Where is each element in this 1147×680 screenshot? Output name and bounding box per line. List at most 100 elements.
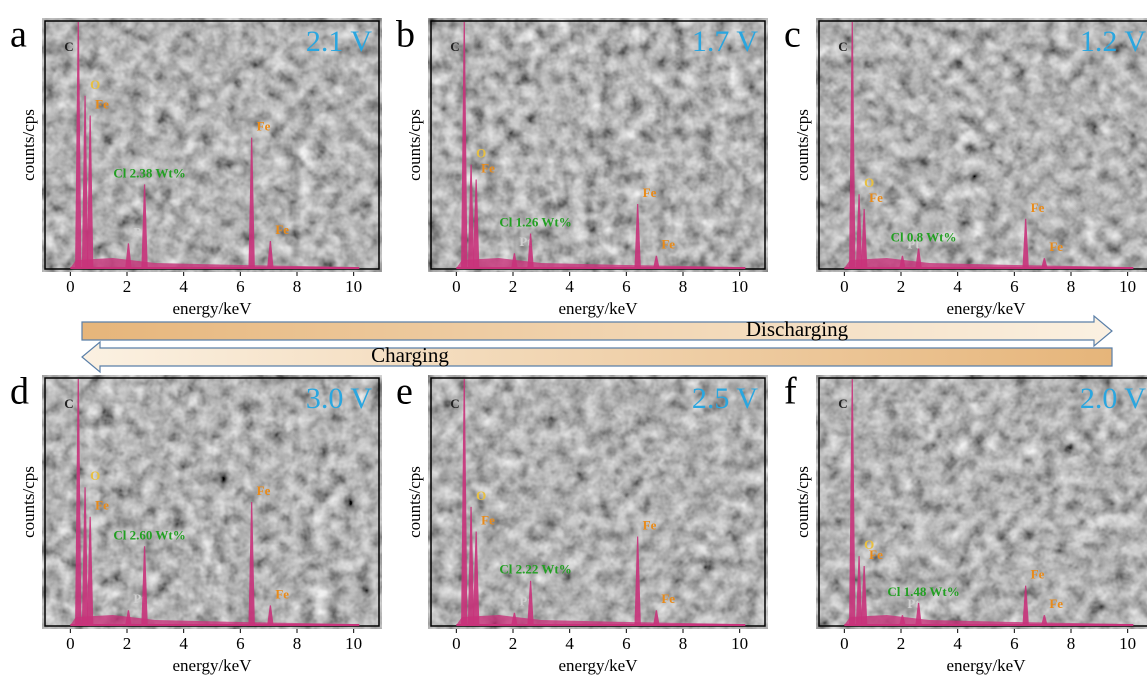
x-tick-label: 6 (236, 634, 245, 653)
peak-label: O (476, 146, 486, 161)
y-axis-label: counts/cps (793, 466, 812, 538)
spectrum-peak (81, 487, 89, 625)
spectrum-peak (467, 506, 475, 625)
spectrum-peak (1022, 585, 1029, 625)
spectrum-peak (248, 502, 255, 625)
x-tick-label: 8 (679, 277, 688, 296)
peak-label: Fe (257, 483, 271, 498)
discharging-label: Discharging (746, 317, 849, 341)
x-tick-label: 8 (1067, 634, 1076, 653)
spectrum-background (844, 615, 1128, 625)
spectrum-background (70, 258, 354, 268)
x-tick-label: 0 (66, 634, 75, 653)
spectrum-peak (75, 379, 82, 625)
discharging-arrow (81, 314, 1113, 348)
peak-label: Cl 1.26 Wt% (499, 215, 571, 230)
spectrum-peak (899, 615, 906, 625)
peak-label: C (838, 39, 847, 54)
spectrum-peak (86, 115, 94, 268)
x-tick-label: 4 (179, 634, 188, 653)
spectrum-peak (527, 233, 534, 268)
y-axis-label: counts/cps (793, 109, 812, 181)
x-tick-label: 6 (622, 634, 631, 653)
x-tick-label: 10 (1119, 634, 1136, 653)
peak-label: Fe (1049, 596, 1063, 611)
peak-label: Fe (275, 222, 289, 237)
panel-voltage: 1.2 V (1080, 25, 1146, 58)
peak-label: Cl 1.48 Wt% (887, 584, 959, 599)
x-tick-label: 2 (897, 277, 906, 296)
panel-voltage: 2.5 V (692, 382, 758, 415)
peak-label: O (864, 537, 874, 552)
x-tick-label: 0 (840, 277, 849, 296)
spectrum-background (844, 258, 1128, 268)
sem-image (42, 375, 382, 629)
x-axis-label: energy/keV (947, 656, 1027, 675)
x-tick-label: 10 (345, 277, 362, 296)
spectrum-peak (511, 612, 518, 625)
y-axis-label: counts/cps (405, 466, 424, 538)
peak-label: Fe (1031, 200, 1045, 215)
x-tick-label: 6 (1010, 634, 1019, 653)
panel-letter: a (10, 14, 27, 56)
spectrum-peak (860, 565, 868, 625)
peak-label: Fe (869, 547, 883, 562)
peak-label: Fe (95, 498, 109, 513)
peak-label: Fe (481, 513, 495, 528)
panel-voltage: 3.0 V (306, 382, 372, 415)
spectrum-peak (915, 248, 922, 268)
spectrum-background (456, 258, 740, 268)
panel-letter: d (10, 371, 29, 413)
x-tick-label: 8 (1067, 277, 1076, 296)
peak-label: O (476, 488, 486, 503)
peak-label: Fe (95, 96, 109, 111)
spectrum-peak (653, 610, 660, 625)
peak-label: C (450, 39, 459, 54)
peak-label: Fe (257, 119, 271, 134)
x-axis-label: energy/keV (947, 299, 1027, 318)
peak-label: Fe (643, 185, 657, 200)
peak-label: O (90, 468, 100, 483)
spectrum-peak (527, 580, 534, 625)
charging-label: Charging (371, 343, 449, 367)
x-tick-label: 0 (840, 634, 849, 653)
charging-arrow (81, 340, 1113, 374)
x-tick-label: 2 (897, 634, 906, 653)
peak-label: Fe (275, 586, 289, 601)
sem-image (816, 375, 1147, 629)
peak-label: Fe (481, 160, 495, 175)
x-axis-label: energy/keV (173, 299, 253, 318)
x-tick-label: 6 (1010, 277, 1019, 296)
spectrum-peak (141, 184, 148, 268)
peak-label: C (450, 396, 459, 411)
spectrum-peak (75, 22, 82, 268)
peak-label: Cl 0.8 Wt% (891, 229, 957, 244)
peak-label: Pt (907, 237, 920, 252)
panel-letter: c (784, 14, 801, 56)
x-tick-label: 10 (345, 634, 362, 653)
spectrum-peak (267, 605, 274, 625)
x-tick-label: 6 (236, 277, 245, 296)
x-tick-label: 4 (953, 634, 962, 653)
spectrum-peak (461, 379, 468, 625)
x-tick-label: 8 (679, 634, 688, 653)
peak-label: Pt (907, 596, 920, 611)
spectrum-background (456, 615, 740, 625)
x-tick-label: 0 (452, 277, 461, 296)
spectrum-peak (467, 164, 475, 268)
spectrum-peak (267, 240, 274, 268)
x-tick-label: 2 (509, 277, 518, 296)
panel-letter: f (784, 371, 797, 413)
x-tick-label: 4 (179, 277, 188, 296)
spectrum-peak (81, 95, 89, 268)
spectrum-peak (461, 22, 468, 268)
peak-label: C (64, 39, 73, 54)
